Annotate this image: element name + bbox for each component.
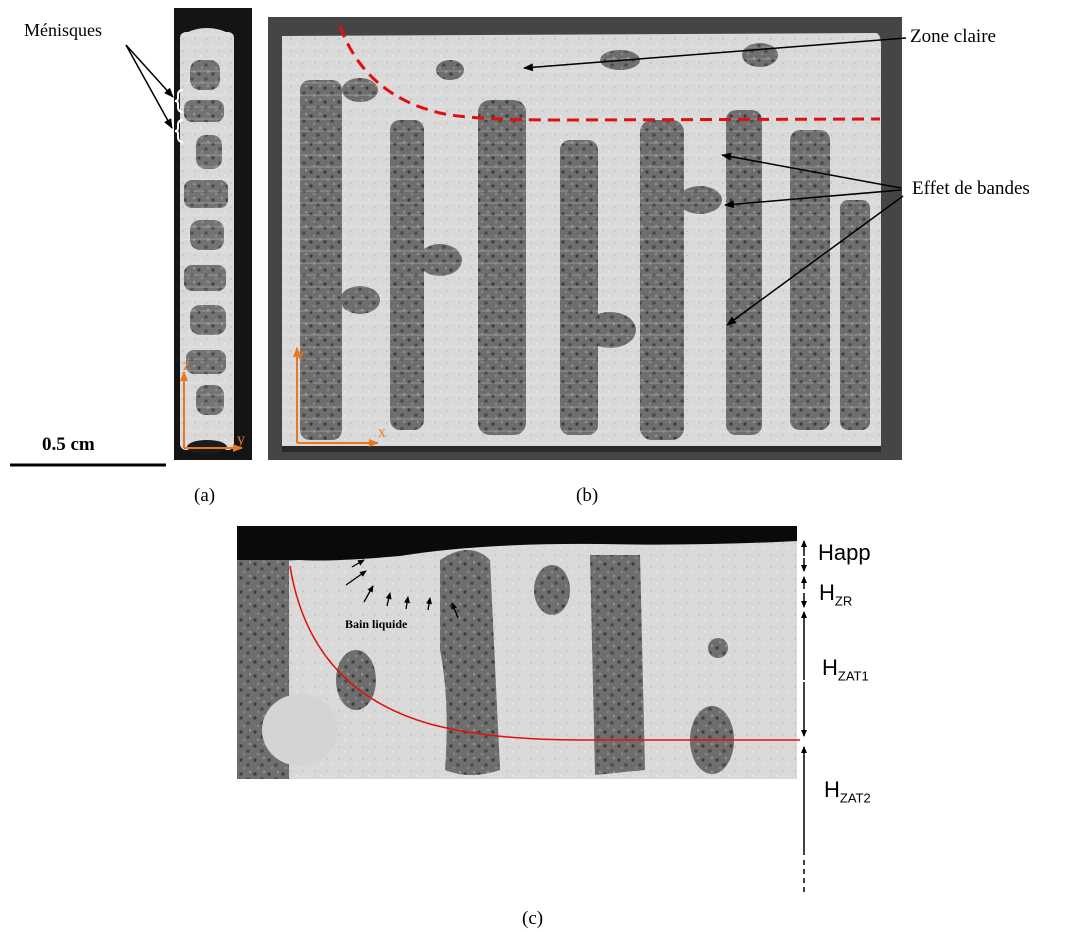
panel-a-axis-z: z (183, 357, 191, 374)
panel-c-label: (c) (522, 908, 544, 929)
panel-b-label: (b) (576, 485, 599, 506)
panel-c-image (237, 526, 797, 779)
bain-liquide-label: Bain liquide (345, 617, 408, 631)
hzat2-label: HZAT2 (824, 777, 871, 806)
panel-b-axis-z: z (298, 346, 306, 363)
meniscus-braces (174, 89, 184, 143)
panel-a-axes (180, 371, 243, 452)
panel-a-axis-y: y (237, 431, 245, 448)
panel-b-arrows (523, 37, 907, 326)
panel-b-axes (293, 347, 379, 447)
hzr-label: HZR (819, 580, 853, 609)
bath-arrows (345, 559, 459, 619)
meniscus-arrows (125, 44, 174, 129)
zone-boundary-dashed (338, 25, 881, 122)
effet-de-bandes-label: Effet de bandes (912, 178, 1030, 199)
molten-pool-boundary (289, 565, 800, 741)
happ-label: Happ (818, 540, 871, 565)
panel-b-axis-x: x (378, 424, 386, 441)
hzat1-label: HZAT1 (822, 655, 869, 684)
panel-a-image (174, 8, 252, 460)
zone-claire-label: Zone claire (910, 26, 996, 47)
scale-bar-label: 0.5 cm (42, 434, 95, 455)
panel-b-image (268, 17, 902, 460)
menisques-label: Ménisques (24, 20, 102, 40)
panel-a-label: (a) (194, 485, 216, 506)
